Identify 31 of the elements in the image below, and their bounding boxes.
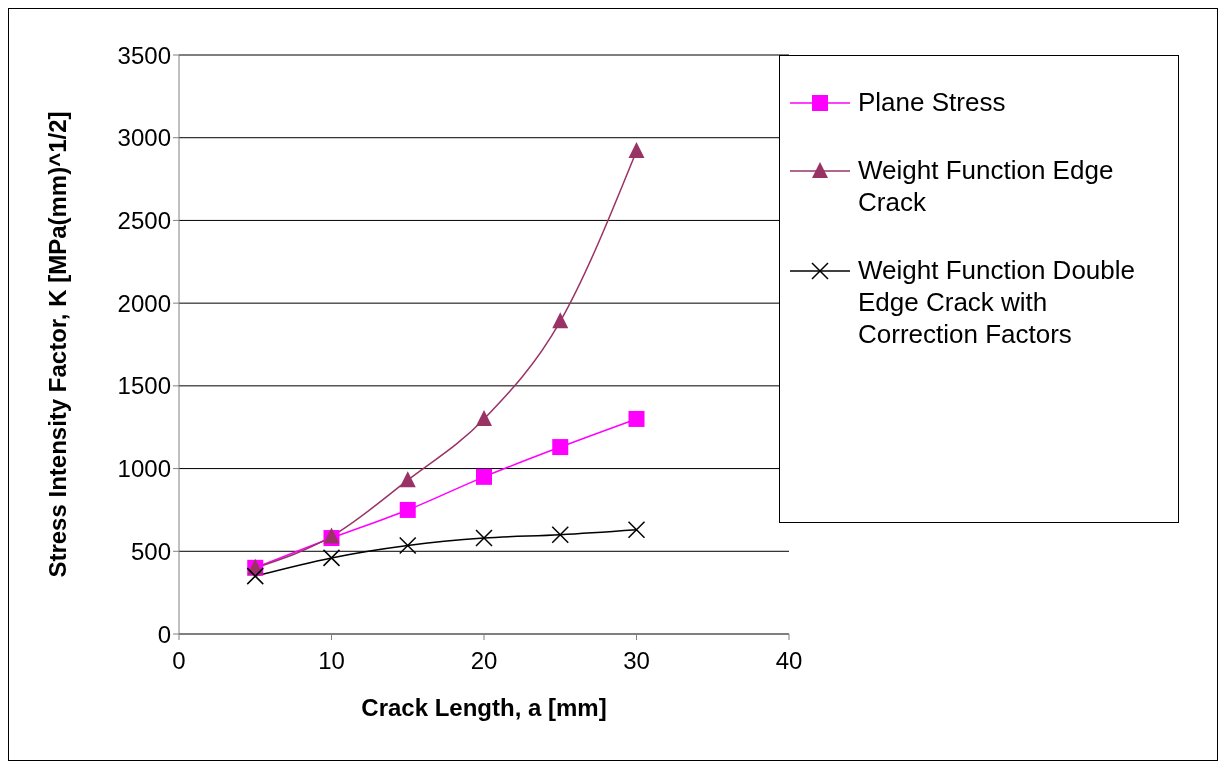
point [475, 529, 493, 547]
point [399, 471, 416, 488]
point [552, 439, 569, 456]
legend-label: Weight Function Double Edge Crack with Correction Factors [858, 254, 1136, 350]
y-tick-label: 0 [157, 620, 171, 648]
y-tick-label: 3500 [117, 41, 171, 69]
point [551, 525, 569, 544]
y-tick-label: 1000 [117, 455, 171, 483]
point [627, 521, 646, 539]
point [399, 536, 417, 555]
y-tick-label: 2000 [117, 289, 171, 317]
point [246, 567, 264, 585]
x-tick-label: 20 [470, 647, 498, 675]
y-tick-label: 3000 [117, 124, 171, 152]
y-tick-label: 500 [130, 537, 171, 565]
point [399, 501, 416, 518]
y-tick-label: 1500 [117, 372, 171, 400]
point [628, 410, 645, 427]
y-axis-title: Stress Intensity Factor, K [MPa(mm)^1/2] [43, 111, 71, 578]
x-tick-label: 10 [318, 647, 345, 675]
x-tick-label: 40 [775, 647, 803, 675]
point [552, 312, 569, 329]
x-tick-label: 30 [623, 647, 650, 675]
point [476, 409, 492, 426]
y-tick-label: 2500 [117, 206, 171, 234]
point [628, 141, 645, 158]
point [322, 549, 341, 567]
x-axis-title: Crack Length, a [mm] [361, 694, 607, 721]
legend-label: Plane Stress [858, 86, 1006, 118]
point [476, 468, 492, 485]
legend-label: Weight Function Edge Crack [858, 154, 1115, 218]
